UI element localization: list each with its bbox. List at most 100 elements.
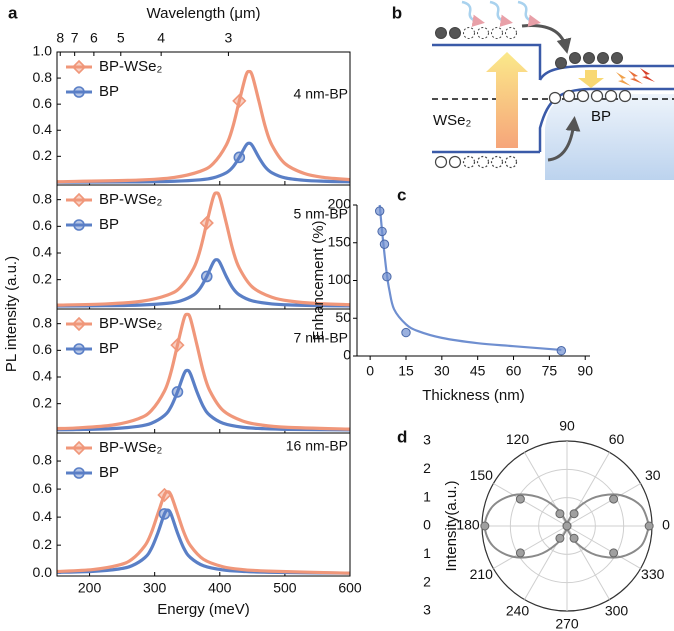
circle-marker [73, 343, 85, 355]
x-tick-label: 15 [398, 363, 414, 379]
x-tick-label: 75 [542, 363, 558, 379]
y-tick-label: 0.4 [33, 244, 53, 260]
data-point [377, 226, 387, 237]
theta-tick-label: 180 [456, 517, 480, 533]
y-tick-label: 0.8 [33, 190, 53, 206]
excitation-arrow [486, 52, 528, 148]
x-axis-title: Thickness (nm) [422, 387, 525, 404]
y-tick-label: 0.6 [33, 95, 53, 111]
y-tick-label: 50 [335, 309, 351, 325]
y-tick-label: 0.6 [33, 341, 53, 357]
legend-label: BP [99, 216, 119, 233]
r-tick-label: 2 [423, 460, 431, 476]
diamond-marker [170, 338, 185, 353]
y-tick-label: 0.2 [33, 270, 53, 286]
data-point [644, 521, 654, 531]
diamond-marker [232, 93, 247, 109]
legend-label: BP-WSe₂ [99, 439, 163, 456]
data-point [382, 272, 392, 282]
y-tick-label: 0.8 [33, 314, 53, 330]
x2-tick-label: 7 [71, 30, 79, 46]
x-tick-label: 400 [208, 580, 232, 596]
x-tick-label: 600 [338, 580, 362, 596]
theta-tick-label: 60 [609, 431, 625, 447]
theta-tick-label: 120 [506, 431, 530, 447]
legend-label: BP [99, 340, 119, 357]
angular-grid [566, 525, 641, 569]
y-tick-label: 0.4 [33, 368, 53, 384]
legend-label: BP-WSe₂ [99, 191, 163, 208]
diamond-marker [157, 487, 172, 503]
diamond-marker [71, 59, 87, 75]
hole-transfer-arrow [547, 116, 581, 162]
x-tick-label: 45 [470, 363, 486, 379]
y-tick-label: 0.6 [33, 217, 53, 233]
legend-label: BP [99, 464, 119, 481]
x-tick-label: 60 [506, 363, 522, 379]
annotation: 7 nm-BP [294, 330, 348, 346]
y-tick-label: 200 [328, 196, 352, 212]
diamond-marker [71, 192, 87, 208]
annotation: 5 nm-BP [294, 206, 348, 222]
theta-tick-label: 240 [506, 602, 530, 618]
photons [461, 0, 541, 27]
x2-tick-label: 6 [90, 30, 98, 46]
wse2-conduction-band [432, 43, 542, 80]
spectrum-line [56, 191, 351, 307]
data-point [515, 494, 525, 504]
data-point [609, 548, 619, 558]
wse2-label: WSe₂ [433, 112, 472, 129]
r-tick-label: 2 [423, 573, 431, 589]
r-tick-label: 3 [423, 432, 431, 448]
y-tick-label: 1.0 [33, 43, 53, 59]
emission-bolts [616, 68, 655, 86]
data-point [556, 346, 567, 356]
bp-region [545, 94, 674, 180]
legend-label: BP-WSe₂ [99, 58, 163, 75]
data-point [569, 533, 579, 543]
fit-line [378, 204, 562, 352]
data-point [480, 521, 490, 531]
panel-label: a [8, 3, 18, 22]
r-tick-label: 1 [423, 488, 431, 504]
panel-label: d [397, 427, 407, 446]
spectrum-line [56, 69, 351, 184]
holes [434, 89, 632, 169]
x2-tick-label: 5 [117, 30, 125, 46]
annotation: 16 nm-BP [286, 438, 348, 454]
circle-marker [73, 86, 85, 98]
y-axis-title: Enhancement (%) [310, 220, 327, 340]
theta-tick-label: 330 [641, 566, 665, 582]
x-tick-label: 300 [143, 580, 167, 596]
data-point [515, 548, 525, 558]
x2-axis-title: Wavelength (μm) [147, 5, 261, 22]
x2-tick-label: 4 [157, 30, 165, 46]
data-point [379, 239, 390, 249]
annotation: 4 nm-BP [294, 86, 348, 102]
y-tick-label: 0.8 [33, 69, 53, 85]
plot-frame [56, 432, 351, 577]
data-point [562, 521, 572, 531]
theta-tick-label: 150 [470, 467, 494, 483]
spectrum-line [56, 258, 351, 308]
data-point [569, 509, 579, 519]
x-tick-label: 200 [78, 580, 102, 596]
x2-tick-label: 8 [56, 30, 64, 46]
circle-marker [200, 270, 213, 283]
x-axis-title: Energy (meV) [157, 601, 250, 618]
r-tick-label: 3 [423, 602, 431, 618]
y-tick-label: 0.2 [33, 394, 53, 410]
data-point [555, 533, 565, 543]
data-point [375, 206, 385, 216]
spectrum-line [56, 312, 351, 431]
circle-marker [171, 386, 184, 398]
theta-tick-label: 0 [662, 517, 670, 533]
panel-label: b [392, 3, 402, 22]
theta-tick-label: 270 [555, 616, 579, 631]
r-tick-label: 1 [423, 545, 431, 561]
legend-label: BP [99, 83, 119, 100]
theta-tick-label: 210 [470, 566, 494, 582]
circle-marker [158, 508, 171, 520]
